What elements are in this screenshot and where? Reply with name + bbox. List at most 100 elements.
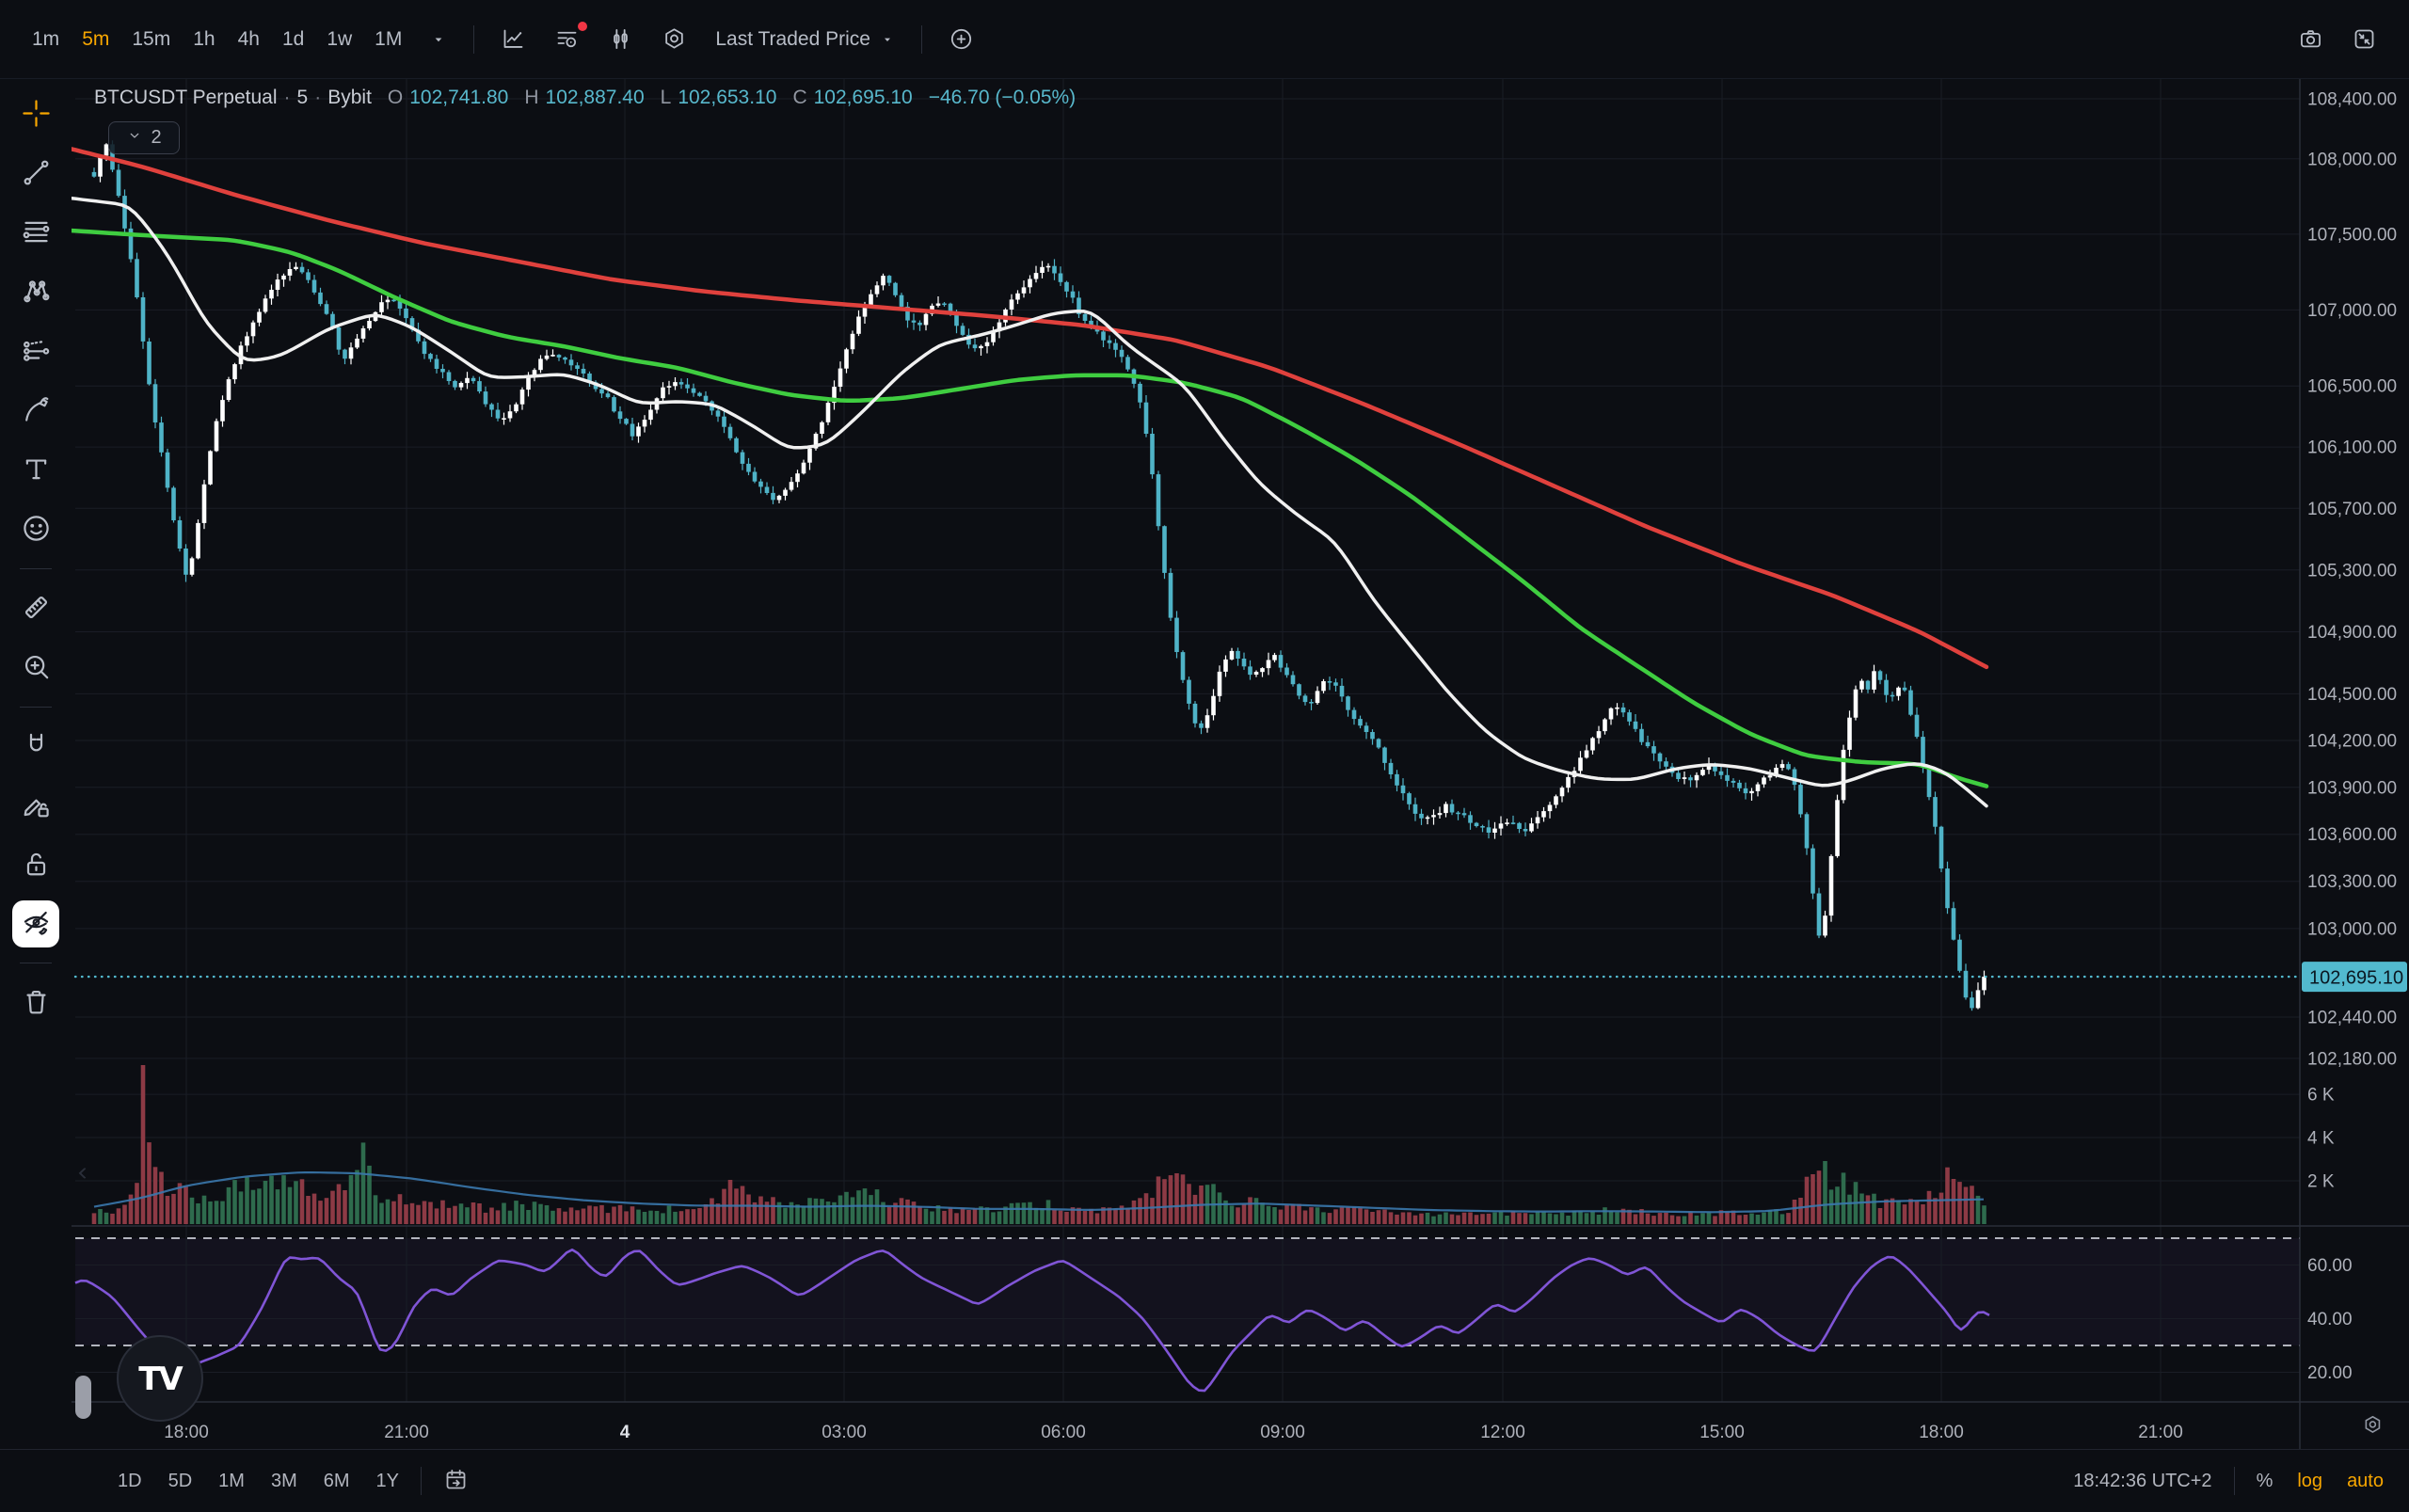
drawing-toolbar [0, 79, 72, 1512]
high-label: H [524, 87, 539, 108]
indicators-icon [554, 26, 580, 52]
svg-text:TV: TV [138, 1361, 183, 1398]
camera-icon [2298, 26, 2323, 52]
timeframe-15m[interactable]: 15m [120, 21, 182, 57]
close-value: 102,695.10 [813, 87, 913, 108]
projection-icon [21, 335, 52, 369]
magnet-icon [21, 730, 52, 764]
notification-dot [578, 22, 588, 31]
legend-separator: · [314, 87, 322, 108]
range-1D-button[interactable]: 1D [105, 1464, 154, 1498]
auto-scale-button[interactable]: auto [2335, 1464, 2396, 1498]
draw-lock-icon [21, 789, 52, 823]
bottom-toolbar-right: 18:42:36 UTC+2 % log auto [2061, 1464, 2396, 1498]
timeframe-5m[interactable]: 5m [71, 21, 120, 57]
legend-separator: · [283, 87, 291, 108]
timeframe-1M[interactable]: 1M [363, 21, 413, 57]
svg-text:18:00: 18:00 [1919, 1423, 1964, 1442]
timeframe-1h[interactable]: 1h [182, 21, 226, 57]
bottom-toolbar: 1D 5D 1M 3M 6M 1Y 18:42:36 UTC+2 % log auto [0, 1449, 2409, 1512]
tool-brush-button[interactable] [9, 381, 62, 440]
svg-text:104,500.00: 104,500.00 [2307, 685, 2397, 705]
tool-magnet-button[interactable] [9, 717, 62, 776]
svg-text:09:00: 09:00 [1260, 1423, 1305, 1442]
low-label: L [660, 87, 672, 108]
svg-text:40.00: 40.00 [2307, 1310, 2353, 1329]
svg-text:102,440.00: 102,440.00 [2307, 1009, 2397, 1028]
svg-text:105,700.00: 105,700.00 [2307, 500, 2397, 519]
svg-text:108,000.00: 108,000.00 [2307, 150, 2397, 169]
top-toolbar-left: 1m 5m 15m 1h 4h 1d 1w 1M Last Traded Price [21, 18, 985, 60]
tool-lock-all-drawings-button[interactable] [9, 836, 62, 895]
trash-icon [21, 986, 52, 1020]
change-value: −46.70 (−0.05%) [928, 87, 1077, 108]
svg-text:103,000.00: 103,000.00 [2307, 919, 2397, 939]
compare-button[interactable] [597, 18, 645, 60]
sidebar-divider [20, 707, 52, 708]
range-1Y-button[interactable]: 1Y [364, 1464, 411, 1498]
price-source-dropdown[interactable]: Last Traded Price [704, 21, 906, 57]
range-5D-button[interactable]: 5D [156, 1464, 205, 1498]
svg-text:106,100.00: 106,100.00 [2307, 438, 2397, 458]
tool-hide-drawings-button[interactable] [12, 900, 59, 947]
screenshot-button[interactable] [2287, 18, 2335, 60]
svg-text:21:00: 21:00 [2138, 1423, 2183, 1442]
indicators-collapse-button[interactable]: 2 [108, 121, 180, 154]
svg-text:104,200.00: 104,200.00 [2307, 732, 2397, 752]
go-to-date-button[interactable] [431, 1459, 481, 1504]
range-1M-button[interactable]: 1M [206, 1464, 257, 1498]
svg-text:18:00: 18:00 [164, 1423, 209, 1442]
emoji-icon [21, 513, 52, 547]
timeframe-4h[interactable]: 4h [227, 21, 271, 57]
timeframe-more-button[interactable] [419, 23, 458, 56]
ruler-icon [21, 592, 52, 626]
svg-text:20.00: 20.00 [2307, 1363, 2353, 1383]
timeframe-1w[interactable]: 1w [315, 21, 363, 57]
indicators-button[interactable] [543, 18, 591, 60]
symbol-legend[interactable]: BTCUSDT Perpetual · 5 · Bybit O 102,741.… [94, 87, 1076, 109]
svg-text:102,695.10: 102,695.10 [2309, 968, 2403, 989]
svg-text:4 K: 4 K [2307, 1129, 2335, 1149]
tool-remove-drawings-button[interactable] [9, 973, 62, 1032]
close-label: C [792, 87, 807, 108]
tool-fib-retracement-button[interactable] [9, 203, 62, 263]
svg-text:03:00: 03:00 [822, 1423, 867, 1442]
symbol-title: BTCUSDT Perpetual [94, 87, 278, 108]
log-scale-button[interactable]: log [2285, 1464, 2335, 1498]
exit-fullscreen-button[interactable] [2340, 18, 2388, 60]
range-3M-button[interactable]: 3M [259, 1464, 310, 1498]
tool-zoom-in-button[interactable] [9, 638, 62, 697]
chevron-down-icon [126, 127, 143, 150]
range-6M-button[interactable]: 6M [311, 1464, 362, 1498]
tool-measure-button[interactable] [9, 579, 62, 638]
svg-text:06:00: 06:00 [1041, 1423, 1086, 1442]
svg-text:15:00: 15:00 [1699, 1423, 1745, 1442]
timeframe-1d[interactable]: 1d [271, 21, 315, 57]
percent-scale-button[interactable]: % [2244, 1464, 2286, 1498]
tool-xabcd-pattern-button[interactable] [9, 263, 62, 322]
svg-text:4: 4 [620, 1423, 630, 1442]
low-value: 102,653.10 [678, 87, 777, 108]
tool-emoji-button[interactable] [9, 500, 62, 559]
trend-line-icon [21, 157, 52, 191]
chart-settings-button[interactable] [650, 18, 698, 60]
tool-crosshair-button[interactable] [9, 85, 62, 144]
svg-text:103,600.00: 103,600.00 [2307, 825, 2397, 845]
tool-stay-in-drawing-mode-button[interactable] [9, 776, 62, 836]
clock-button[interactable]: 18:42:36 UTC+2 [2061, 1464, 2224, 1498]
svg-text:107,000.00: 107,000.00 [2307, 301, 2397, 321]
add-alert-button[interactable] [937, 18, 985, 60]
tool-trend-line-button[interactable] [9, 144, 62, 203]
chart-type-button[interactable] [489, 18, 537, 60]
brush-icon [21, 394, 52, 428]
minimize-icon [2352, 26, 2377, 52]
timeframe-1m[interactable]: 1m [21, 21, 71, 57]
hide-drawings-icon [21, 907, 52, 941]
tool-projection-button[interactable] [9, 322, 62, 381]
high-value: 102,887.40 [545, 87, 645, 108]
tool-text-button[interactable] [9, 440, 62, 500]
sidebar-divider [20, 568, 52, 569]
text-icon [21, 454, 52, 487]
